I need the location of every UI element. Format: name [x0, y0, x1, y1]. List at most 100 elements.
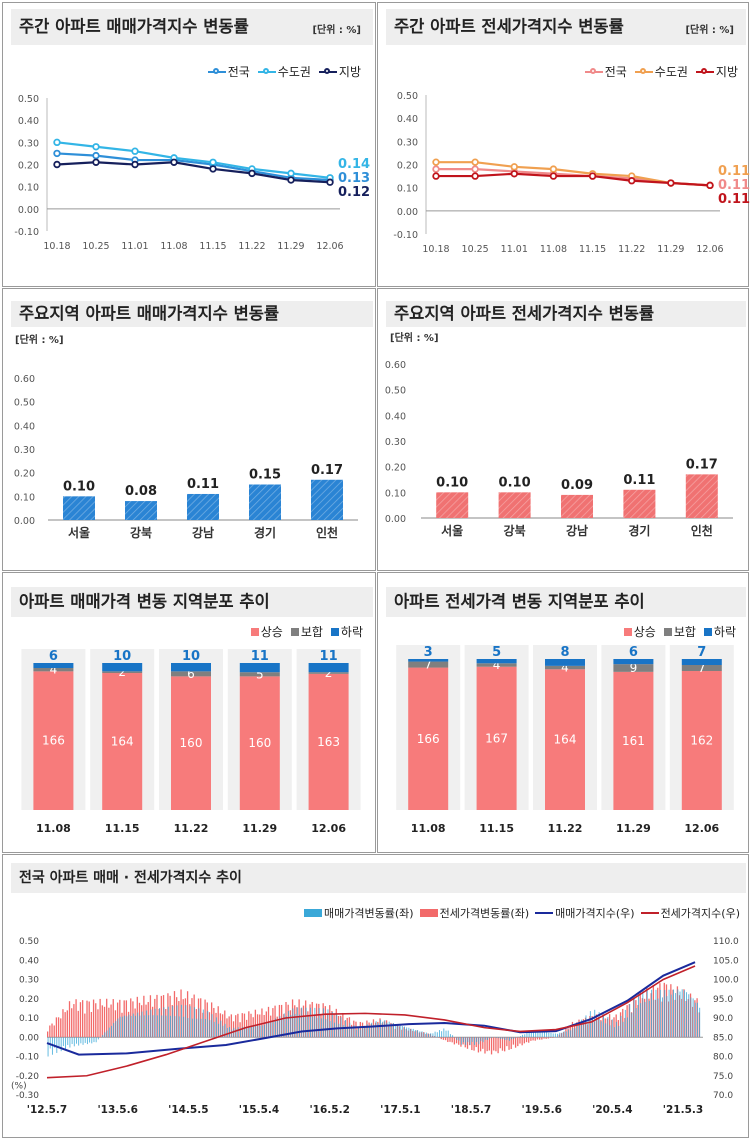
- sale-change-bar: [648, 1000, 650, 1038]
- sale-change-bar: [635, 1007, 637, 1038]
- y-tick-label: -0.10: [393, 230, 418, 241]
- jeonse-change-bar: [504, 1037, 506, 1052]
- jeonse-change-bar: [479, 1037, 482, 1052]
- y-tick-label: 0.50: [397, 91, 418, 102]
- sale-change-bar: [97, 1037, 99, 1040]
- sale-change-bar: [557, 1033, 559, 1038]
- jeonse-change-bar: [256, 1014, 259, 1038]
- stacked-segment: [308, 663, 349, 673]
- end-value-label: 0.11: [718, 164, 750, 179]
- sale-change-bar: [390, 1023, 392, 1038]
- category-label: 11.22: [174, 822, 209, 835]
- y-tick-label: 0.30: [18, 138, 39, 149]
- sale-change-bar: [159, 1008, 161, 1038]
- sale-change-bar: [281, 1017, 283, 1038]
- sale-change-bar: [587, 1019, 589, 1038]
- dist-jeonse-panel: 아파트 전세가격 변동 지역분포 추이 상승 보합 하락 166 7 3 11.08 1…: [377, 572, 749, 853]
- y-right-tick-label: 85.0: [713, 1033, 733, 1043]
- sale-change-bar: [495, 1037, 497, 1038]
- sale-change-bar: [349, 1022, 351, 1038]
- sale-change-bar: [677, 989, 679, 1038]
- sale-change-bar: [196, 1018, 198, 1038]
- jeonse-change-bar: [112, 999, 114, 1038]
- sale-change-bar: [465, 1037, 467, 1045]
- jeonse-change-bar: [447, 1037, 449, 1043]
- stacked-segment: [102, 673, 143, 810]
- sale-change-bar: [565, 1031, 567, 1038]
- jeonse-change-bar: [536, 1037, 539, 1040]
- sale-change-bar: [176, 1005, 178, 1038]
- data-point: [667, 179, 675, 187]
- sale-change-bar: [681, 989, 683, 1038]
- sale-change-bar: [410, 1028, 412, 1038]
- weekly-jeonse-panel: 주간 아파트 전세가격지수 변동률 [단위 : %] 전국 수도권 지방 0.5…: [377, 2, 750, 287]
- jeonse-change-bar: [508, 1037, 510, 1050]
- sale-change-bar: [620, 1015, 622, 1038]
- sale-change-bar: [467, 1037, 469, 1043]
- sale-change-bar: [106, 1030, 108, 1038]
- sale-change-bar: [135, 1015, 136, 1038]
- sale-change-bar: [102, 1035, 104, 1038]
- sale-change-bar: [583, 1022, 585, 1038]
- sale-change-bar: [506, 1037, 508, 1040]
- stacked-segment: [239, 676, 280, 810]
- segment-value-label: 4: [561, 661, 569, 675]
- legend-item: 하락: [703, 623, 736, 640]
- y-tick-label: 0.20: [14, 469, 35, 480]
- sale-change-bar: [412, 1028, 414, 1038]
- sale-change-bar: [119, 1016, 121, 1038]
- sale-change-bar: [301, 1007, 303, 1038]
- data-point: [53, 149, 61, 158]
- category-label: 강북: [504, 524, 526, 538]
- sale-change-bar: [226, 1027, 228, 1038]
- sale-change-bar: [651, 989, 653, 1038]
- sale-change-bar: [388, 1021, 390, 1038]
- sale-change-bar: [592, 1017, 593, 1038]
- series-line: [436, 172, 711, 187]
- sale-change-bar: [126, 1016, 128, 1038]
- sale-change-bar: [49, 1037, 51, 1049]
- sale-change-bar: [108, 1027, 110, 1038]
- sale-change-bar: [664, 989, 666, 1038]
- y-right-tick-label: 75.0: [713, 1072, 733, 1082]
- end-value-label: 0.12: [338, 185, 370, 200]
- bar-value-label: 0.10: [436, 475, 468, 490]
- jeonse-change-bar: [237, 1013, 239, 1038]
- sale-change-bar: [156, 1015, 158, 1038]
- sale-change-bar: [603, 1014, 604, 1038]
- jeonse-change-bar: [92, 999, 95, 1038]
- segment-value-label: 167: [485, 731, 508, 745]
- y-tick-label: 0.20: [385, 463, 406, 474]
- jeonse-change-bar: [449, 1037, 451, 1042]
- sale-change-bar: [484, 1037, 486, 1040]
- sale-change-bar: [56, 1037, 58, 1053]
- y-right-tick-label: 70.0: [713, 1091, 733, 1101]
- sale-change-bar: [460, 1037, 462, 1045]
- x-tick-label: '15.5.4: [239, 1104, 279, 1116]
- category-label: 경기: [628, 523, 650, 538]
- category-label: 인천: [691, 523, 713, 538]
- sale-change-bar: [395, 1024, 397, 1038]
- sale-change-bar: [117, 1018, 119, 1038]
- national-trend-panel: 전국 아파트 매매 · 전세가격지수 추이 매매가격변동률(좌) 전세가격변동률…: [2, 854, 749, 1138]
- sale-change-bar: [277, 1019, 279, 1038]
- category-label: 강남: [192, 525, 214, 540]
- bar: [125, 501, 157, 520]
- jeonse-change-bar: [493, 1037, 495, 1051]
- segment-value-label: 163: [317, 735, 340, 749]
- sale-change-bar: [419, 1031, 421, 1038]
- sale-change-bar: [130, 1016, 132, 1038]
- segment-value-label: 10: [113, 649, 131, 664]
- x-tick-label: 11.29: [277, 241, 304, 252]
- sale-change-bar: [198, 1008, 200, 1038]
- sale-change-bar: [165, 1015, 167, 1038]
- category-label: 11.08: [36, 822, 71, 835]
- bar: [498, 492, 531, 518]
- segment-value-label: 3: [424, 645, 433, 660]
- sale-change-bar: [570, 1030, 572, 1038]
- sale-change-bar: [491, 1037, 493, 1038]
- chart-legend: 상승 보합 하락: [250, 623, 363, 640]
- sale-change-bar: [314, 1007, 316, 1038]
- x-tick-label: 10.25: [82, 241, 109, 252]
- category-label: 서울: [68, 525, 90, 540]
